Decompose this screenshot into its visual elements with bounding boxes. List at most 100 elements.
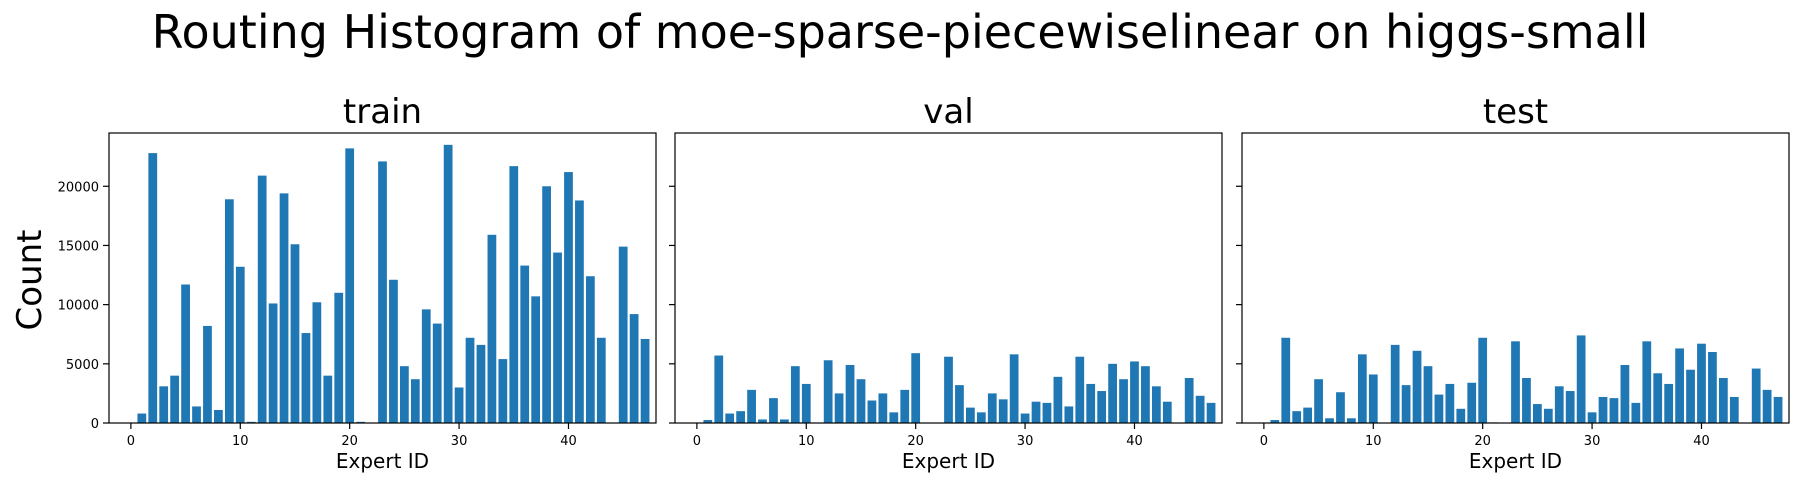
bar-test-13 xyxy=(1401,385,1411,423)
bar-test-9 xyxy=(1357,354,1367,423)
bar-test-34 xyxy=(1631,402,1641,423)
bar-val-45 xyxy=(1184,378,1194,423)
x-tick-label-train-10: 10 xyxy=(232,434,249,449)
x-tick-label-test-0: 0 xyxy=(1260,434,1268,449)
bar-test-1 xyxy=(1270,420,1280,423)
bar-test-16 xyxy=(1434,394,1444,423)
bar-train-33 xyxy=(487,234,497,423)
bar-val-23 xyxy=(944,356,953,423)
bar-train-43 xyxy=(596,337,606,423)
figure-title: Routing Histogram of moe-sparse-piecewis… xyxy=(151,5,1649,59)
y-tick-label-train-0: 0 xyxy=(91,417,99,432)
bar-val-29 xyxy=(1009,354,1019,423)
x-tick-label-val-20: 20 xyxy=(907,434,924,449)
bar-train-12 xyxy=(257,175,267,423)
bar-test-12 xyxy=(1390,344,1400,423)
bar-val-37 xyxy=(1097,391,1107,423)
bar-val-34 xyxy=(1064,406,1074,423)
x-tick-label-test-20: 20 xyxy=(1474,434,1491,449)
bar-val-33 xyxy=(1053,376,1063,423)
bar-val-38 xyxy=(1108,363,1117,423)
bar-train-3 xyxy=(159,386,169,423)
bar-train-15 xyxy=(290,244,300,423)
bar-val-5 xyxy=(747,389,756,423)
panel-test: 0 10 20 30 40 test Expert ID xyxy=(1236,92,1790,473)
bar-test-42 xyxy=(1718,378,1728,423)
bar-val-31 xyxy=(1031,401,1041,423)
axes-frame-train xyxy=(108,132,657,424)
y-tick-label-train-15000: 15000 xyxy=(58,239,99,254)
bar-train-14 xyxy=(279,193,289,423)
bar-val-36 xyxy=(1086,383,1096,423)
bar-test-30 xyxy=(1587,412,1597,423)
bar-train-36 xyxy=(520,265,530,423)
bar-val-26 xyxy=(976,412,986,423)
y-tick-label-train-20000: 20000 xyxy=(58,180,99,195)
bar-val-16 xyxy=(867,400,877,423)
bar-val-28 xyxy=(998,399,1008,423)
bar-train-38 xyxy=(542,186,551,423)
bar-val-1 xyxy=(703,420,713,423)
bar-val-27 xyxy=(987,393,997,423)
bar-train-29 xyxy=(443,144,453,423)
y-tick-label-train-10000: 10000 xyxy=(58,299,99,314)
bar-val-2 xyxy=(714,355,724,423)
bar-train-23 xyxy=(378,161,387,424)
bar-val-39 xyxy=(1119,379,1128,423)
bar-train-27 xyxy=(421,309,431,423)
bar-test-39 xyxy=(1686,369,1695,423)
bar-train-41 xyxy=(575,200,584,423)
bar-val-30 xyxy=(1020,413,1030,423)
bar-test-27 xyxy=(1554,386,1564,423)
bar-test-17 xyxy=(1445,383,1455,423)
bar-val-3 xyxy=(725,413,735,423)
bar-val-9 xyxy=(790,366,800,423)
bar-val-35 xyxy=(1075,356,1085,423)
panel-train: 0 10 20 30 40 0 5000 10000 15000 20000 train Expert… xyxy=(58,92,657,473)
bar-test-29 xyxy=(1576,335,1586,423)
bar-val-10 xyxy=(801,383,811,423)
bar-train-5 xyxy=(181,284,190,423)
panel-val: 0 10 20 30 40 val Expert ID xyxy=(669,92,1223,473)
x-tick-label-train-30: 30 xyxy=(451,434,468,449)
bar-test-31 xyxy=(1598,396,1608,423)
bar-val-47 xyxy=(1206,402,1216,423)
bar-test-46 xyxy=(1762,389,1772,423)
bar-val-17 xyxy=(878,393,888,423)
bar-train-2 xyxy=(148,153,158,424)
bar-test-47 xyxy=(1773,396,1783,423)
bar-test-8 xyxy=(1347,418,1356,423)
bar-test-32 xyxy=(1609,398,1619,423)
bar-val-46 xyxy=(1195,395,1205,423)
x-tick-label-test-30: 30 xyxy=(1584,434,1601,449)
bar-val-43 xyxy=(1162,401,1172,423)
bar-train-4 xyxy=(170,375,180,423)
y-tick-label-train-5000: 5000 xyxy=(66,358,99,373)
bar-val-40 xyxy=(1130,361,1139,423)
bar-test-37 xyxy=(1664,383,1674,423)
bar-test-40 xyxy=(1697,343,1706,423)
bar-train-19 xyxy=(334,292,344,423)
bar-train-30 xyxy=(454,387,464,423)
bar-train-8 xyxy=(214,409,223,423)
bar-test-14 xyxy=(1412,350,1422,423)
bar-val-19 xyxy=(900,389,910,423)
bar-train-42 xyxy=(585,276,595,423)
bar-train-9 xyxy=(224,199,234,423)
bar-train-18 xyxy=(323,375,333,423)
bar-val-6 xyxy=(758,419,767,423)
bar-train-7 xyxy=(203,325,212,423)
bar-test-19 xyxy=(1467,382,1477,423)
bar-test-28 xyxy=(1565,391,1575,423)
bar-train-46 xyxy=(629,314,639,423)
bar-train-17 xyxy=(312,302,322,423)
bar-val-32 xyxy=(1042,402,1052,423)
bar-val-24 xyxy=(955,385,964,423)
bar-test-25 xyxy=(1533,404,1542,423)
bar-test-3 xyxy=(1292,411,1302,423)
bar-val-18 xyxy=(889,412,899,423)
x-tick-label-train-0: 0 xyxy=(127,434,135,449)
bar-train-10 xyxy=(235,266,245,423)
bar-train-1 xyxy=(137,413,147,423)
